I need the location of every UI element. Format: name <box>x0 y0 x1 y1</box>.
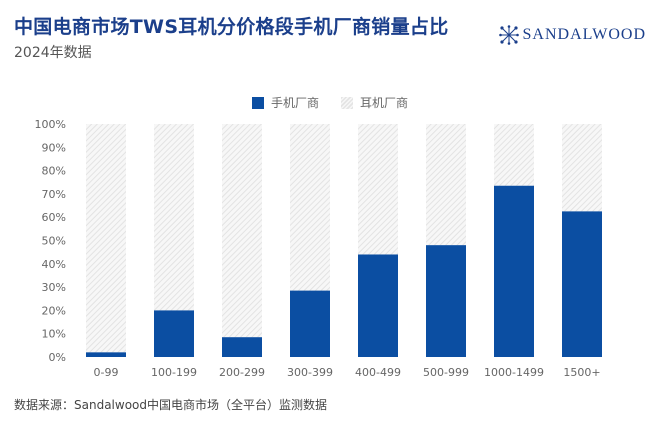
y-tick-label: 0% <box>49 351 66 364</box>
x-tick-label: 300-399 <box>287 366 333 379</box>
y-tick-label: 80% <box>42 165 66 178</box>
x-axis: 0-99 100-199 200-299 300-399 400-499 500-999 1… <box>94 366 601 379</box>
y-tick-label: 30% <box>42 281 66 294</box>
data-source-note: 数据来源：Sandalwood中国电商市场（全平台）监测数据 <box>14 398 327 412</box>
y-tick-label: 20% <box>42 304 66 317</box>
legend-swatch-phone <box>251 96 264 109</box>
bar-phone-300-399 <box>290 290 330 357</box>
legend-swatch-earphone <box>341 96 353 109</box>
bar-phone-500-999 <box>426 245 466 357</box>
chart-legend: 手机厂商 耳机厂商 <box>0 94 660 111</box>
x-tick-label: 200-299 <box>219 366 265 379</box>
y-tick-label: 60% <box>42 211 66 224</box>
bar-earphone-400-499 <box>358 124 398 255</box>
legend-item-earphone: 耳机厂商 <box>341 94 408 111</box>
chart-title: 中国电商市场TWS耳机分价格段手机厂商销量占比 <box>14 16 449 38</box>
x-tick-label: 400-499 <box>355 366 401 379</box>
bar-earphone-1500+ <box>562 124 602 212</box>
chart-subtitle: 2024年数据 <box>14 45 92 61</box>
x-tick-label: 0-99 <box>94 366 119 379</box>
sandalwood-logo-icon <box>498 25 519 45</box>
y-tick-label: 10% <box>42 328 66 341</box>
legend-label-earphone: 耳机厂商 <box>360 96 409 110</box>
x-tick-label: 1000-1499 <box>484 366 544 379</box>
bar-earphone-100-199 <box>154 124 194 311</box>
y-tick-label: 50% <box>42 235 66 248</box>
bar-phone-400-499 <box>358 254 398 357</box>
bar-earphone-1000-1499 <box>494 124 534 186</box>
y-tick-label: 40% <box>42 258 66 271</box>
y-axis: 0% 10% 20% 30% 40% 50% 60% 70% 80% 90% 100% <box>35 118 66 364</box>
x-tick-label: 100-199 <box>151 366 197 379</box>
legend-item-phone: 手机厂商 <box>251 94 319 111</box>
bar-phone-1000-1499 <box>494 185 534 357</box>
brand-logo: SANDALWOOD <box>498 24 646 46</box>
bar-phone-100-199 <box>154 310 194 357</box>
bar-earphone-500-999 <box>426 124 466 246</box>
bars <box>86 124 602 357</box>
y-tick-label: 70% <box>42 188 66 201</box>
x-tick-label: 500-999 <box>423 366 469 379</box>
bar-earphone-200-299 <box>222 124 262 338</box>
y-tick-label: 100% <box>35 118 66 131</box>
bar-earphone-0-99 <box>86 124 126 353</box>
y-tick-label: 90% <box>42 141 66 154</box>
x-tick-label: 1500+ <box>563 366 600 379</box>
bar-phone-1500+ <box>562 211 602 357</box>
bar-earphone-300-399 <box>290 124 330 291</box>
bar-phone-200-299 <box>222 337 262 357</box>
legend-label-phone: 手机厂商 <box>270 96 319 110</box>
bar-phone-0-99 <box>86 352 126 357</box>
brand-name: SANDALWOOD <box>522 26 646 43</box>
